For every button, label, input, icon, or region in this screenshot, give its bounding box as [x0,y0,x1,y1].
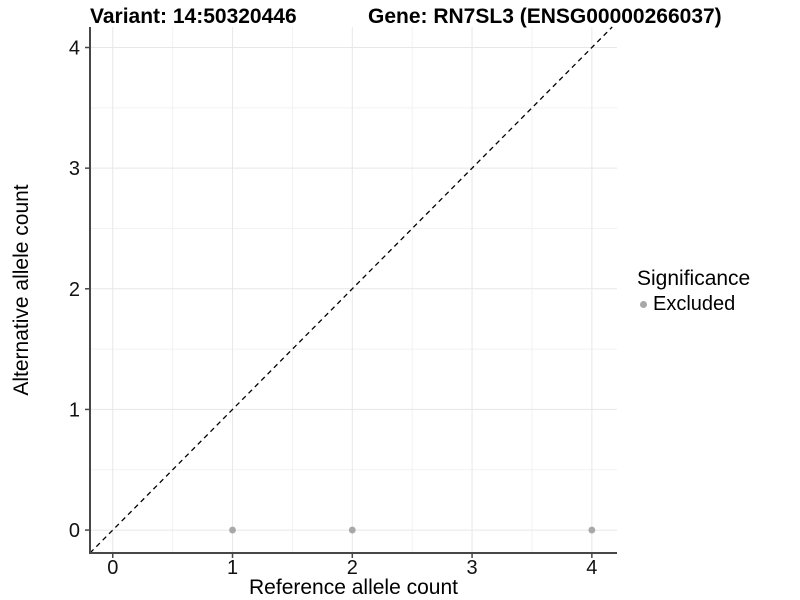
x-tick-label: 4 [586,557,597,579]
data-point [229,526,236,534]
data-point [588,526,596,534]
x-tick-label: 0 [107,557,118,579]
legend-title: Significance [637,267,751,290]
legend-item-excluded: Excluded [633,292,750,316]
legend-item-label: Excluded [653,293,736,315]
y-tick-label: 0 [69,520,80,542]
legend: Significance Excluded [633,266,750,316]
y-axis-title: Alternative allele count [10,184,33,396]
x-tick-label: 1 [227,557,238,579]
x-tick-label: 2 [347,557,358,579]
y-tick-label: 1 [69,399,80,421]
x-tick-label: 3 [467,557,478,579]
x-axis-title: Reference allele count [249,576,458,599]
y-tick-label: 3 [69,158,80,180]
identity-line [89,26,613,554]
plot-title-gene: Gene: RN7SL3 (ENSG00000266037) [368,5,722,28]
legend-point-icon [640,300,647,308]
data-point [348,526,356,534]
y-tick-label: 4 [69,38,80,60]
y-tick-label: 2 [69,279,80,301]
plot-title-variant: Variant: 14:50320446 [90,5,297,28]
